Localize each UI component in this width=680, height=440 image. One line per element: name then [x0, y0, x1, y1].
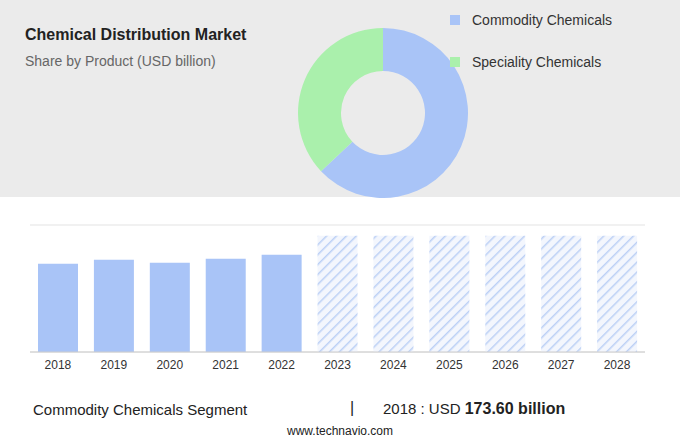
svg-text:2025: 2025	[436, 358, 463, 372]
svg-text:2018: 2018	[45, 358, 72, 372]
svg-text:2021: 2021	[212, 358, 239, 372]
svg-text:2020: 2020	[156, 358, 183, 372]
svg-text:2027: 2027	[548, 358, 575, 372]
html-text:Speciality Chemicals: Speciality Chemicals	[472, 54, 602, 70]
html-text:2018 : USD 173.60 billion: 2018 : USD 173.60 billion	[383, 400, 566, 417]
html-text:Commodity Chemicals: Commodity Chemicals	[472, 12, 612, 28]
svg-text:2023: 2023	[324, 358, 351, 372]
html-text:Share by Product (USD billion): Share by Product (USD billion)	[25, 53, 216, 69]
svg-text:2022: 2022	[268, 358, 295, 372]
svg-text:2026: 2026	[492, 358, 519, 372]
svg-text:2019: 2019	[101, 358, 128, 372]
html-text:www.technavio.com: www.technavio.com	[287, 424, 393, 438]
svg-text:2028: 2028	[604, 358, 631, 372]
html-text:Chemical Distribution Market: Chemical Distribution Market	[25, 26, 247, 43]
svg-text:2024: 2024	[380, 358, 407, 372]
html-text:Commodity Chemicals Segment: Commodity Chemicals Segment	[33, 401, 248, 418]
